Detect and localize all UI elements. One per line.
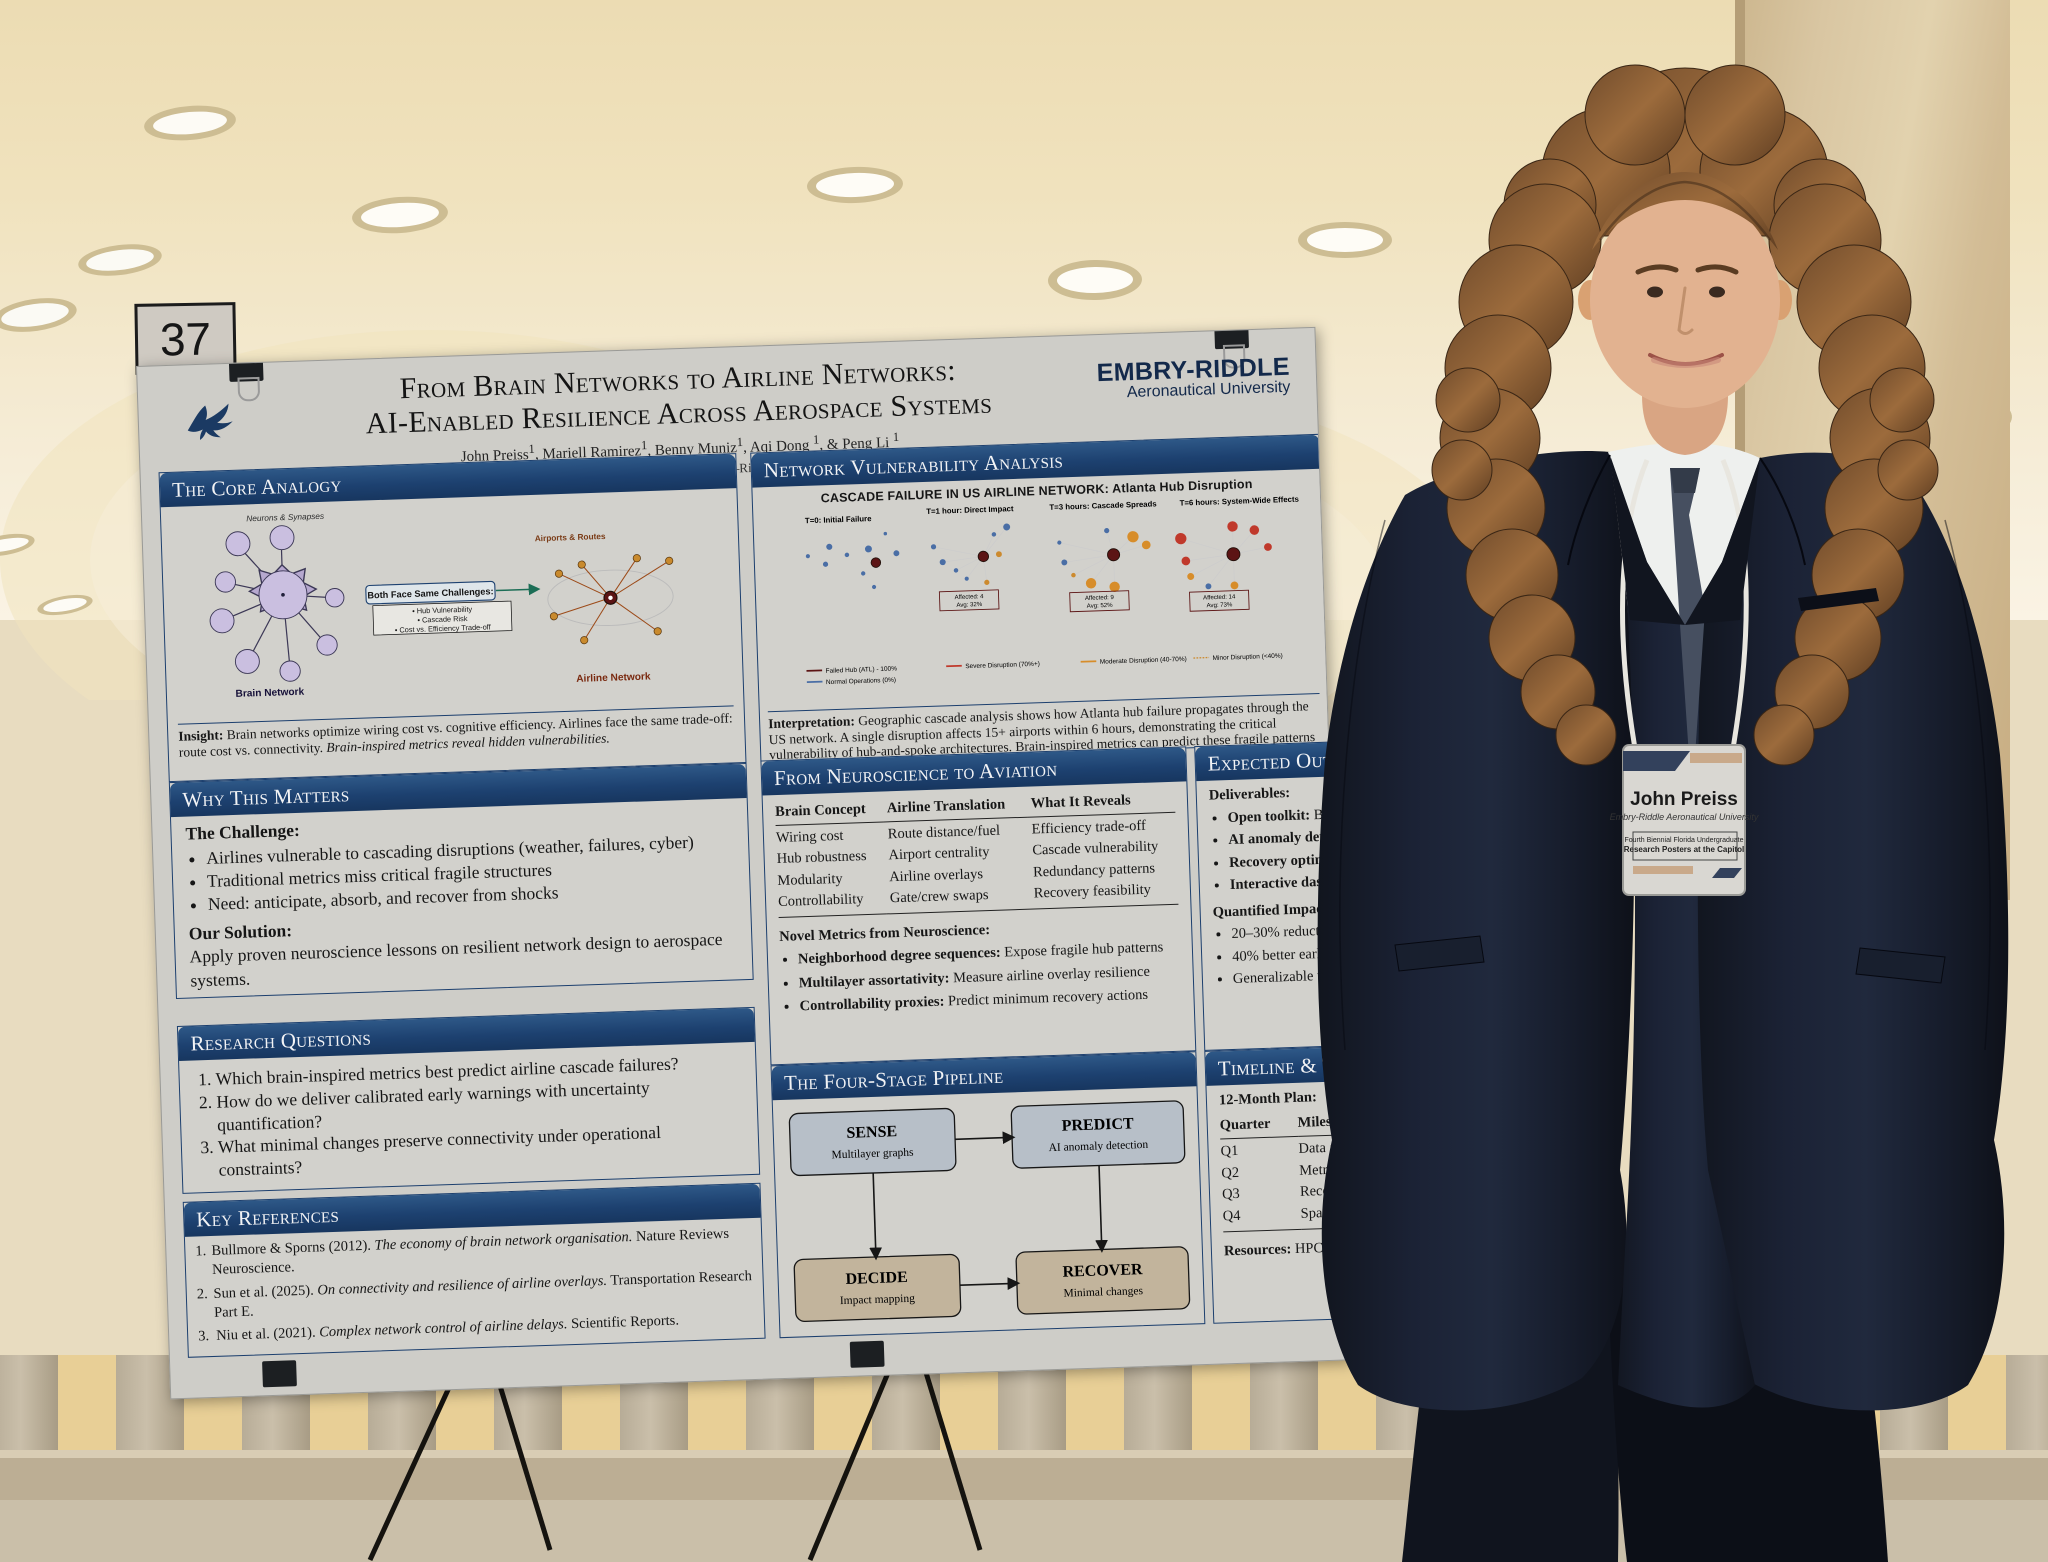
svg-text:Impact mapping: Impact mapping [840,1293,916,1307]
svg-text:PREDICT: PREDICT [1061,1115,1134,1134]
svg-text:Affected: 9: Affected: 9 [1085,595,1115,602]
svg-text:Affected: 14: Affected: 14 [1203,594,1236,601]
svg-text:Research Posters at the Capito: Research Posters at the Capitol [1624,845,1744,854]
svg-text:Affected: 4: Affected: 4 [955,594,985,601]
svg-text:Airline Network: Airline Network [576,671,651,684]
svg-text:T=0: Initial Failure: T=0: Initial Failure [805,514,872,525]
svg-text:DECIDE: DECIDE [845,1269,908,1288]
svg-text:Embry-Riddle Aeronautical Univ: Embry-Riddle Aeronautical University [1610,812,1759,822]
svg-text:Normal Operations (0%): Normal Operations (0%) [826,677,896,686]
svg-text:Neurons & Synapses: Neurons & Synapses [246,511,324,524]
svg-text:• Cost vs. Efficiency Trade-of: • Cost vs. Efficiency Trade-off [395,622,492,634]
svg-text:Brain Network: Brain Network [235,687,304,700]
svg-text:Avg: 52%: Avg: 52% [1087,603,1114,610]
svg-text:Moderate Disruption (40-70%): Moderate Disruption (40-70%) [1100,656,1187,666]
svg-text:Minor Disruption (<40%): Minor Disruption (<40%) [1212,653,1282,662]
svg-text:SENSE: SENSE [846,1123,897,1142]
svg-text:Avg: 32%: Avg: 32% [956,602,983,609]
svg-text:T=1 hour: Direct Impact: T=1 hour: Direct Impact [926,504,1014,516]
svg-text:Airports & Routes: Airports & Routes [535,531,607,543]
svg-text:T=6 hours: System-Wide Effects: T=6 hours: System-Wide Effects [1179,495,1299,508]
svg-text:John Preiss: John Preiss [1630,789,1738,810]
svg-text:Avg: 73%: Avg: 73% [1206,602,1233,609]
svg-text:Severe Disruption (70%+): Severe Disruption (70%+) [965,661,1040,670]
svg-text:RECOVER: RECOVER [1062,1261,1143,1281]
svg-text:Fourth Biennial Florida Underg: Fourth Biennial Florida Undergraduate [1624,837,1743,844]
svg-text:T=3 hours: Cascade Spreads: T=3 hours: Cascade Spreads [1049,499,1157,512]
svg-text:Failed Hub (ATL) - 100%: Failed Hub (ATL) - 100% [825,665,897,674]
